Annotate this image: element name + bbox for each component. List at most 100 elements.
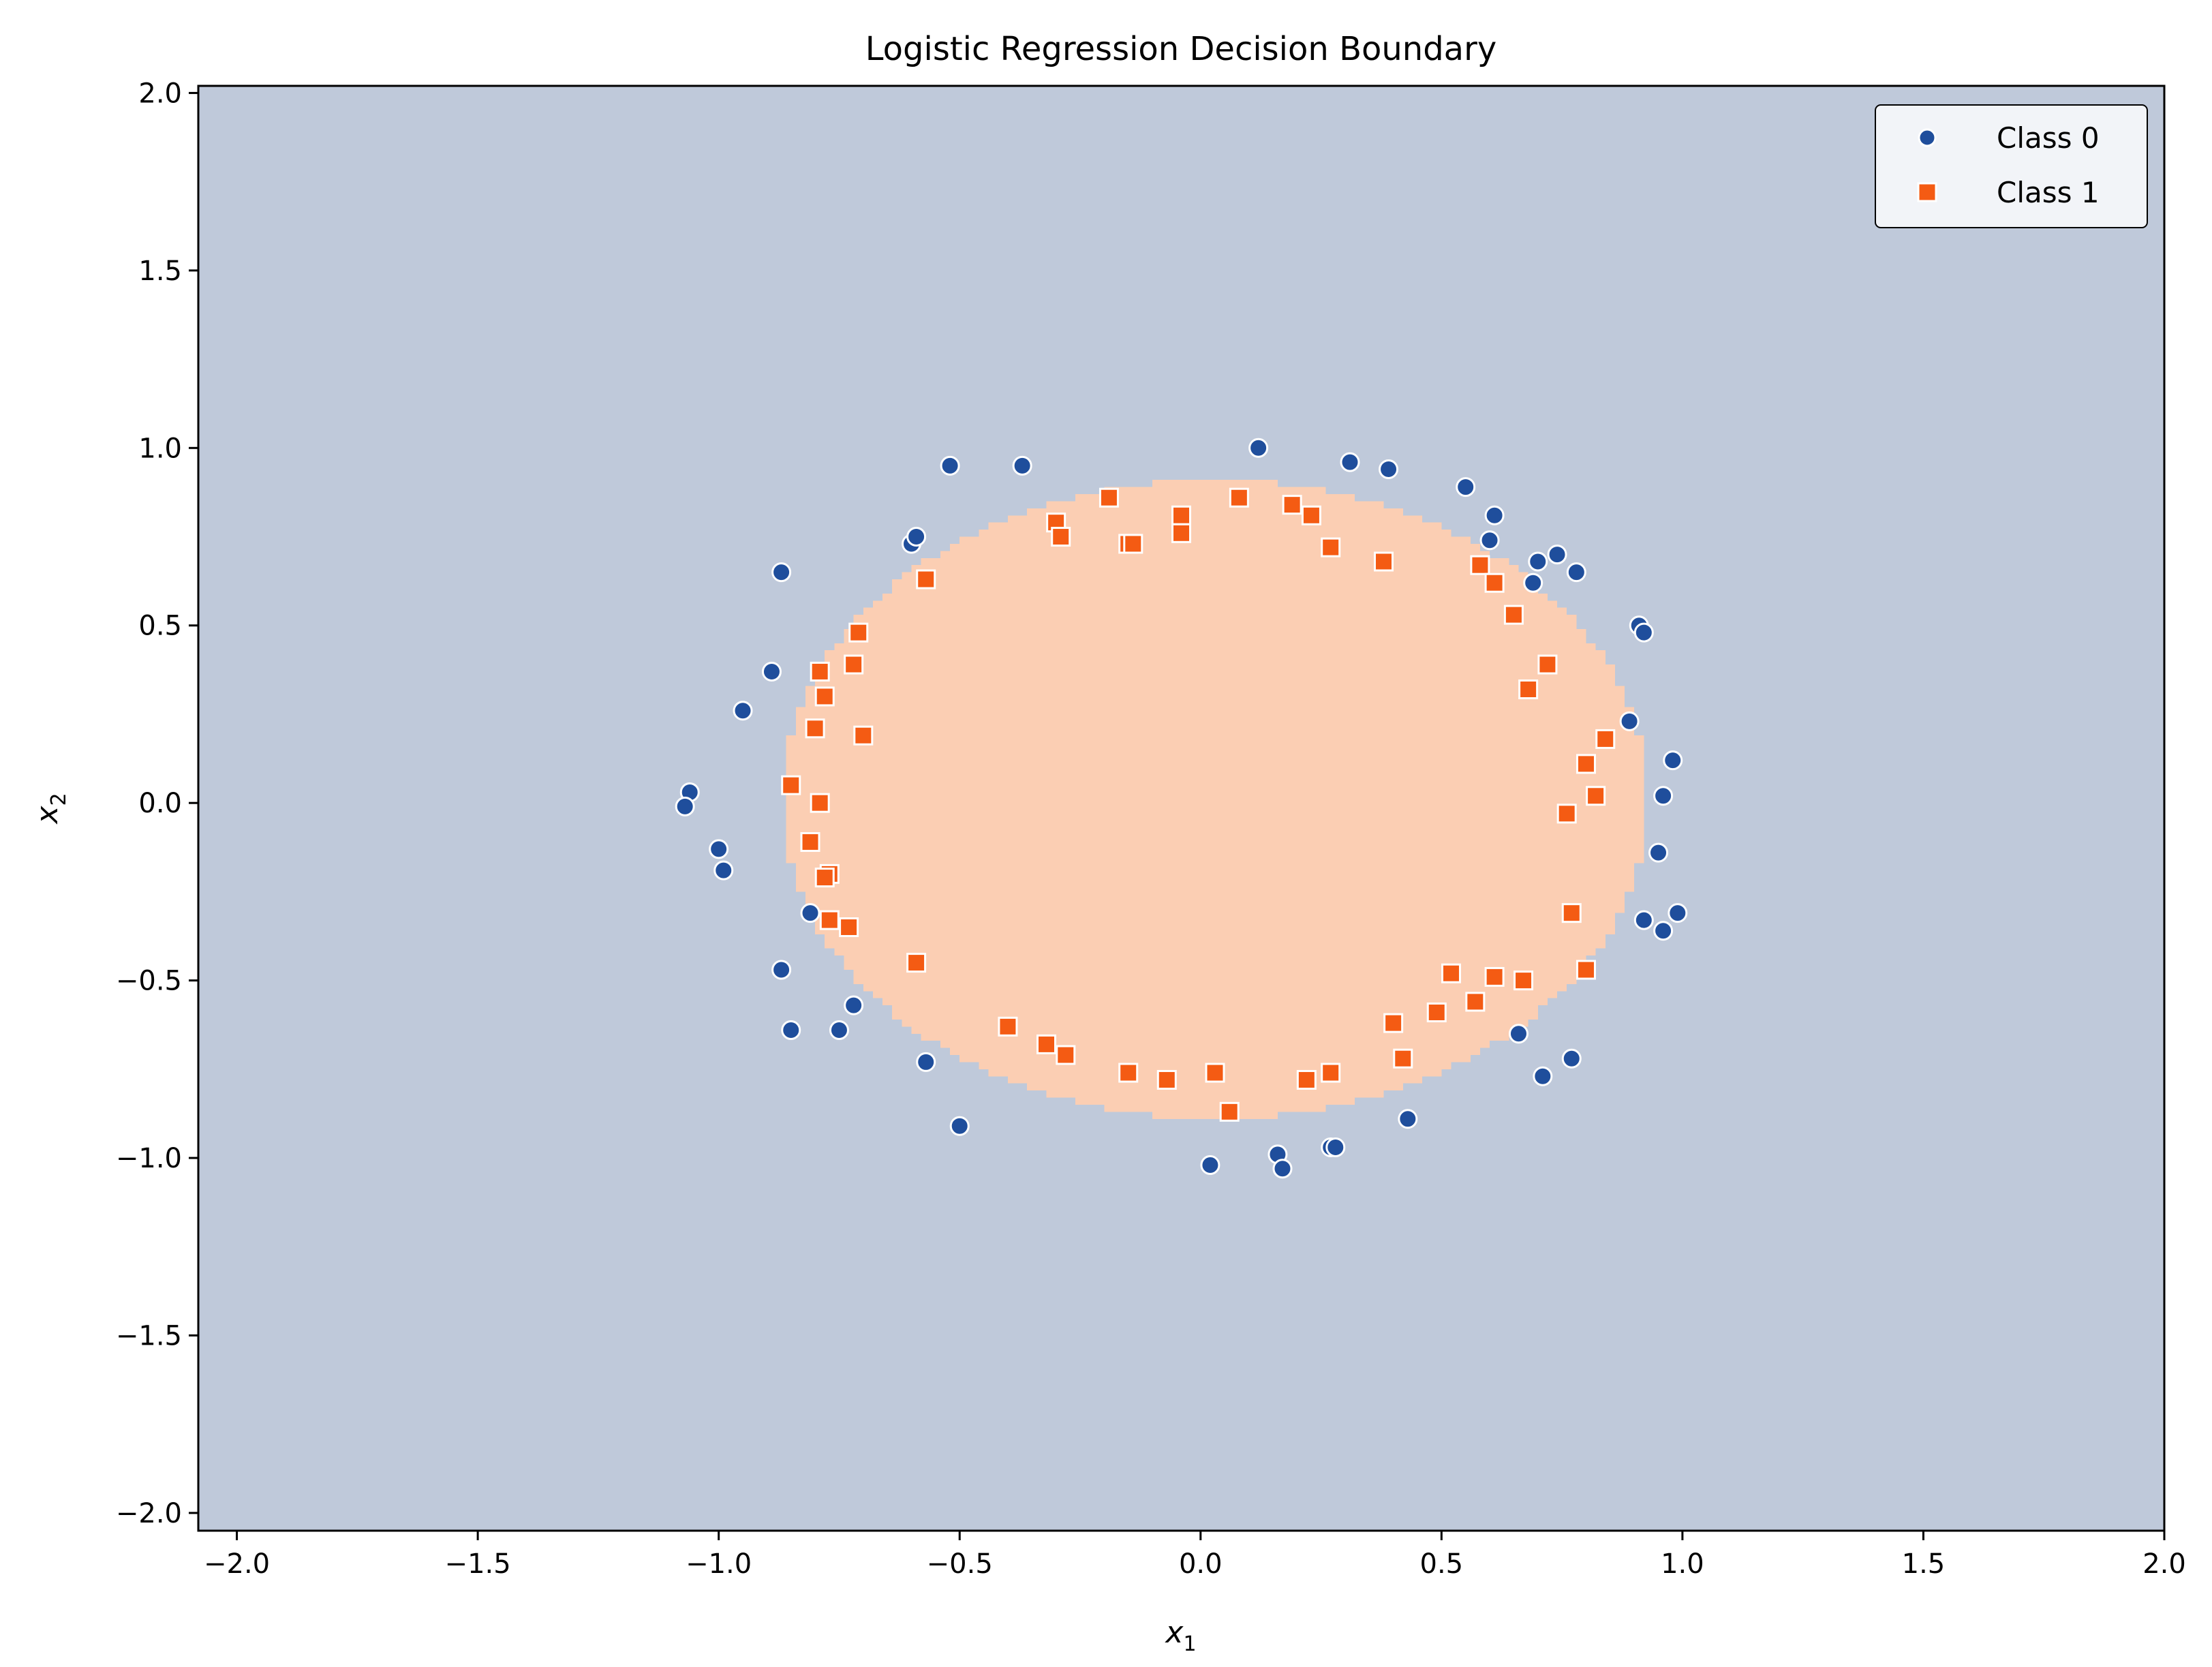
class-1-point <box>844 654 864 675</box>
class-1-point <box>814 686 835 707</box>
class-1-point <box>1156 1069 1177 1090</box>
class-0-point <box>733 701 753 721</box>
class-0-point <box>1325 1137 1346 1157</box>
legend: Class 0 Class 1 <box>1875 104 2148 228</box>
class-0-point <box>906 527 927 547</box>
class-0-point <box>1200 1154 1220 1175</box>
class-1-point <box>810 793 830 813</box>
legend-label-class-0: Class 0 <box>1997 121 2100 155</box>
class-1-point <box>1301 505 1321 525</box>
y-axis-label-subscript: 2 <box>47 793 71 806</box>
series-class-1 <box>781 487 1616 1122</box>
x-tick-label: −2.0 <box>204 1548 270 1580</box>
y-tick-label: −2.0 <box>116 1498 182 1529</box>
class-0-point <box>1528 551 1548 572</box>
x-tick-label: 0.5 <box>1420 1548 1464 1580</box>
y-tick-label: −1.5 <box>116 1321 182 1352</box>
class-1-point <box>1484 966 1505 987</box>
class-0-point <box>771 960 792 980</box>
x-tick-label: −1.0 <box>686 1548 752 1580</box>
x-axis-label-subscript: 1 <box>1183 1632 1196 1656</box>
legend-marker-class-0 <box>1918 128 1937 147</box>
class-0-point <box>1533 1066 1553 1086</box>
class-0-point <box>675 796 695 816</box>
class-1-point <box>1470 555 1490 575</box>
class-1-point <box>1484 572 1505 593</box>
class-0-point <box>916 1052 936 1072</box>
class-0-point <box>1456 477 1476 498</box>
class-1-point <box>1051 527 1071 547</box>
class-1-point <box>1561 903 1582 923</box>
decision-region-layer <box>786 480 1644 1119</box>
y-tick-label: 1.5 <box>138 256 182 287</box>
class-0-point <box>1523 572 1543 593</box>
class-1-point <box>1282 495 1302 515</box>
class-1-point <box>1321 1062 1341 1083</box>
class-0-point <box>1633 622 1654 643</box>
class-1-point <box>1465 992 1486 1012</box>
y-tick-label: 0.5 <box>138 611 182 642</box>
class-0-point <box>1663 750 1683 771</box>
class-0-point <box>771 562 792 583</box>
class-1-point <box>1383 1013 1404 1033</box>
chart-title: Logistic Regression Decision Boundary <box>865 30 1496 68</box>
x-axis-label: x1 <box>1164 1615 1196 1656</box>
class-1-point <box>1373 551 1394 572</box>
class-0-point <box>1340 452 1360 472</box>
class-1-point <box>1576 960 1596 980</box>
class-1-point <box>1036 1034 1057 1054</box>
legend-marker-class-1 <box>1917 182 1937 202</box>
class-0-point <box>1653 786 1674 806</box>
class-1-point <box>916 569 936 590</box>
x-tick-label: −0.5 <box>927 1548 993 1580</box>
x-axis-ticks: −2.0 −1.5 −1.0 −0.5 0.0 0.5 1.0 1.5 2.0 <box>204 1531 2186 1580</box>
class-1-point <box>848 622 869 643</box>
class-0-point <box>1248 438 1269 458</box>
class-1-point <box>1123 534 1143 554</box>
class-1-point <box>800 831 820 852</box>
class-0-point <box>1379 459 1399 480</box>
y-tick-label: −1.0 <box>116 1143 182 1174</box>
class-1-point <box>1296 1069 1317 1090</box>
class-1-point <box>839 917 859 937</box>
class-1-point <box>1171 523 1191 543</box>
class-0-point <box>1547 545 1567 565</box>
class-0-point <box>781 1020 801 1041</box>
class-0-point <box>1619 711 1640 731</box>
x-tick-label: 2.0 <box>2142 1548 2186 1580</box>
class-1-point <box>1441 963 1461 983</box>
class-1-point <box>1099 487 1119 508</box>
y-tick-label: −0.5 <box>116 966 182 997</box>
class-0-point <box>1272 1159 1293 1179</box>
class-0-point <box>761 661 782 682</box>
class-0-point <box>709 839 729 859</box>
class-0-point <box>1668 903 1688 923</box>
class-1-point <box>1518 679 1539 700</box>
class-1-point <box>1321 537 1341 557</box>
class-1-point <box>781 775 801 795</box>
class-1-point <box>1514 970 1534 991</box>
x-tick-label: 0.0 <box>1179 1548 1223 1580</box>
class-1-region <box>786 480 1644 1119</box>
x-tick-label: 1.5 <box>1902 1548 1946 1580</box>
class-0-point <box>1484 505 1505 525</box>
class-1-point <box>906 953 927 973</box>
legend-label-class-1: Class 1 <box>1997 176 2100 209</box>
data-points-layer <box>675 438 1688 1179</box>
legend-box <box>1875 104 2148 228</box>
class-1-point <box>1205 1062 1225 1083</box>
class-0-point <box>1508 1024 1529 1044</box>
class-1-point <box>853 725 874 746</box>
class-1-point <box>1537 654 1558 675</box>
x-tick-label: −1.5 <box>445 1548 511 1580</box>
plot-frame <box>197 85 2166 1532</box>
class-0-point <box>829 1020 849 1041</box>
y-axis-label: x2 <box>30 793 71 825</box>
class-0-point <box>1479 530 1500 551</box>
class-0-point <box>1633 910 1654 930</box>
class-0-point <box>949 1116 970 1136</box>
class-0-point <box>1012 455 1032 476</box>
class-1-point <box>819 910 840 930</box>
y-axis-ticks: −2.0 −1.5 −1.0 −0.5 0.0 0.5 1.0 1.5 2.0 <box>116 78 198 1529</box>
class-0-point <box>844 995 864 1015</box>
